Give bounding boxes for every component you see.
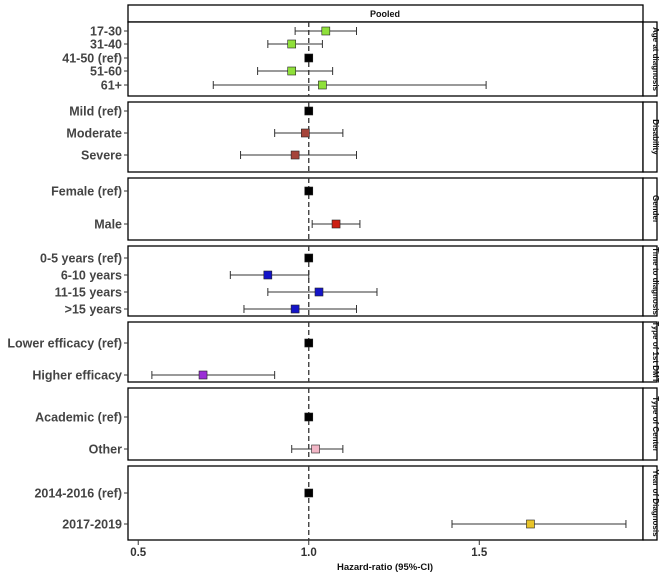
row-label: 17-30 [90, 25, 122, 39]
estimate-point [318, 80, 327, 90]
reference-point [304, 53, 314, 63]
row-label: Higher efficacy [32, 369, 122, 383]
row-label: Other [89, 443, 122, 457]
panel-border [127, 177, 644, 241]
row-label: Male [94, 218, 122, 232]
group-strip [642, 101, 658, 173]
estimate-point [287, 66, 297, 76]
estimate-point [526, 519, 535, 529]
row-label: 2014-2016 (ref) [34, 487, 122, 501]
x-axis-label: Hazard-ratio (95%-CI) [337, 562, 433, 573]
panel-time-to-diagnosis: Time to diagnosis 0-5 years (ref) 6-10 yea… [40, 245, 660, 317]
panel-border [127, 101, 644, 173]
estimate-point [198, 370, 208, 380]
row-label: 41-50 (ref) [62, 52, 122, 66]
panel-year-of-diagnosis: Year of Diagnosis 2014-2016 (ref) 2017-201… [34, 465, 660, 541]
row-label: 11-15 years [55, 286, 122, 300]
group-label: Time to diagnosis [651, 247, 660, 315]
row-label: Mild (ref) [69, 105, 122, 119]
estimate-point [321, 26, 331, 36]
reference-point [304, 338, 314, 348]
x-tick-label: 0.5 [130, 547, 147, 559]
estimate-point [263, 270, 273, 280]
group-label: Gender [651, 195, 660, 223]
reference-point [304, 412, 314, 422]
reference-point [304, 253, 314, 263]
x-tick-label: 1.5 [471, 547, 488, 559]
estimate-point [331, 219, 341, 229]
estimate-point [290, 304, 300, 314]
estimate-point [314, 287, 324, 297]
row-label: Severe [81, 149, 122, 163]
row-label: Lower efficacy (ref) [7, 337, 122, 351]
group-strip [642, 387, 658, 461]
group-strip [642, 245, 658, 317]
reference-point [304, 488, 314, 498]
group-label: Age at diagnosis [651, 27, 660, 92]
row-label: Moderate [66, 127, 122, 141]
title-strip: Pooled [127, 4, 644, 23]
panel-type-of-1st-dmt: Type of 1st DMT Lower efficacy (ref) Highe… [7, 321, 660, 383]
reference-point [304, 186, 314, 196]
group-strip [642, 321, 658, 383]
panel-border [127, 465, 644, 541]
panel-border [127, 387, 644, 461]
row-label: 31-40 [90, 38, 122, 52]
estimate-point [287, 39, 297, 49]
estimate-point [311, 444, 320, 454]
row-label: 61+ [101, 79, 122, 93]
group-strip [642, 465, 658, 541]
panel-type-of-center: Type of Center Academic (ref) Other [35, 387, 660, 461]
chart-title: Pooled [370, 9, 400, 19]
row-label: 2017-2019 [62, 518, 122, 532]
reference-point [304, 106, 314, 116]
row-label: Academic (ref) [35, 411, 122, 425]
x-tick-label: 1.0 [301, 547, 317, 559]
row-label: >15 years [65, 303, 122, 317]
panel-border [127, 245, 644, 317]
group-label: Type of 1st DMT [651, 321, 660, 382]
panel-border [127, 321, 644, 383]
group-label: Type of Center [651, 396, 660, 451]
estimate-point [290, 150, 300, 160]
group-strip [642, 177, 658, 241]
panel-gender: Gender Female (ref) Male [51, 177, 660, 241]
row-label: 51-60 [90, 65, 122, 79]
row-label: 6-10 years [61, 269, 122, 283]
estimate-point [301, 128, 310, 138]
group-label: Disability [651, 119, 660, 155]
row-label: Female (ref) [51, 185, 122, 199]
group-label: Year of Diagnosis [651, 469, 660, 537]
row-label: 0-5 years (ref) [40, 252, 122, 266]
panel-border [127, 21, 644, 97]
panel-disability: Disability Mild (ref) Moderate Severe [66, 101, 660, 173]
group-strip [642, 21, 658, 97]
